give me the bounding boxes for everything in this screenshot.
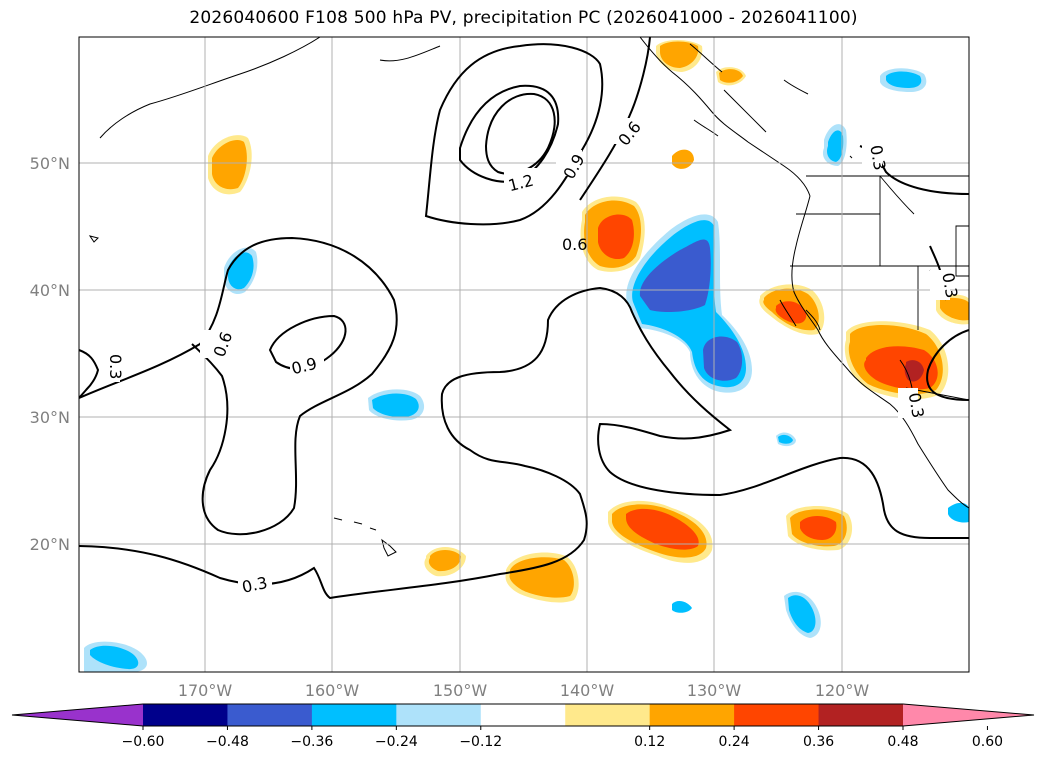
colorbar-segment: [143, 704, 228, 726]
contour-label: 0.3: [106, 354, 125, 379]
coastlines: [88, 37, 969, 557]
colorbar-segment: [818, 704, 904, 726]
lat-label: 30°N: [30, 408, 70, 427]
colorbar-tick-label: −0.12: [459, 734, 502, 750]
lon-label: 120°W: [815, 681, 870, 700]
colorbar-tick-label: 0.24: [719, 734, 750, 750]
colorbar-tick-label: 0.36: [803, 734, 834, 750]
lat-label: 50°N: [30, 154, 70, 173]
colorbar: −0.60 −0.48 −0.36 −0.24 −0.12 0.12 0.24 0.36 0.4…: [11, 703, 1035, 750]
lat-label: 40°N: [30, 281, 70, 300]
colorbar-tick-label: 0.12: [634, 734, 665, 750]
colorbar-tick-label: −0.60: [122, 734, 165, 750]
contour-label: 0.3: [240, 573, 269, 597]
colorbar-segment: [565, 704, 651, 726]
lon-label: 160°W: [305, 681, 360, 700]
map-frame: [78, 36, 970, 673]
lon-label: 140°W: [560, 681, 615, 700]
lon-label: 130°W: [687, 681, 742, 700]
map-title: 2026040600 F108 500 hPa PV, precipitatio…: [189, 8, 858, 28]
precipitation-shading: [84, 40, 969, 672]
positive-anomaly-cells: [208, 40, 969, 603]
contour-label: 0.3: [866, 144, 889, 172]
colorbar-tick-label: −0.48: [206, 734, 249, 750]
contour-label: 0.3: [905, 391, 928, 419]
lon-label: 150°W: [433, 681, 488, 700]
contour-label: 0.3: [938, 271, 961, 299]
lat-label: 20°N: [30, 535, 70, 554]
colorbar-extend-min: [12, 704, 143, 726]
colorbar-segment: [480, 704, 566, 726]
pv-contours: [79, 37, 969, 600]
colorbar-segment: [734, 704, 820, 726]
colorbar-segment: [396, 704, 482, 726]
colorbar-extend-max: [903, 704, 1034, 726]
colorbar-segment: [227, 704, 313, 726]
longitude-labels: 170°W 160°W 150°W 140°W 130°W 120°W: [178, 681, 870, 700]
colorbar-tick-label: −0.36: [290, 734, 333, 750]
negative-anomaly-cells: [84, 68, 969, 672]
colorbar-segment: [311, 704, 397, 726]
colorbar-segment: [649, 704, 735, 726]
lon-label: 170°W: [178, 681, 233, 700]
contour-label: 0.6: [562, 235, 587, 254]
colorbar-tick-label: 0.48: [887, 734, 918, 750]
colorbar-tick-label: 0.60: [972, 734, 1003, 750]
latitude-labels: 50°N 40°N 30°N 20°N: [30, 154, 70, 554]
colorbar-tick-label: −0.24: [375, 734, 418, 750]
map-panel: 0.3 0.6 0.9 1.2 0.6 0.9 0.3 0.6 0.3 0.3 …: [79, 37, 969, 672]
